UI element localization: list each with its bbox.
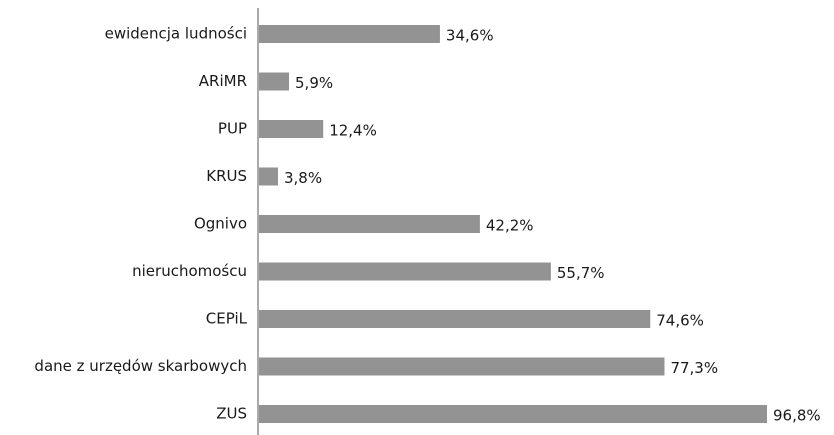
value-label: 77,3% (670, 359, 718, 377)
category-label: ARiMR (199, 72, 247, 90)
category-label: CEPiL (206, 310, 248, 328)
category-label: ZUS (216, 405, 247, 423)
bar (259, 215, 480, 233)
bar (259, 72, 290, 91)
category-label: Ognivo (194, 215, 247, 233)
bar (259, 120, 324, 138)
category-label: PUP (218, 120, 247, 138)
bar (259, 405, 767, 423)
value-label: 74,6% (656, 312, 704, 330)
bar (259, 310, 651, 328)
value-label: 96,8% (773, 407, 821, 425)
category-label: ewidencja ludności (105, 25, 247, 43)
value-label: 55,7% (557, 264, 605, 282)
category-label: nieruchomoścu (132, 262, 247, 280)
category-label: KRUS (206, 167, 247, 185)
value-label: 42,2% (486, 217, 534, 235)
value-label: 34,6% (446, 27, 494, 45)
bar (259, 357, 665, 376)
value-label: 12,4% (329, 122, 377, 140)
bar (259, 262, 551, 281)
bar (259, 167, 278, 186)
value-label: 5,9% (295, 74, 333, 92)
category-label: dane z urzędów skarbowych (34, 357, 247, 375)
value-label: 3,8% (284, 169, 322, 187)
bar (259, 25, 440, 43)
